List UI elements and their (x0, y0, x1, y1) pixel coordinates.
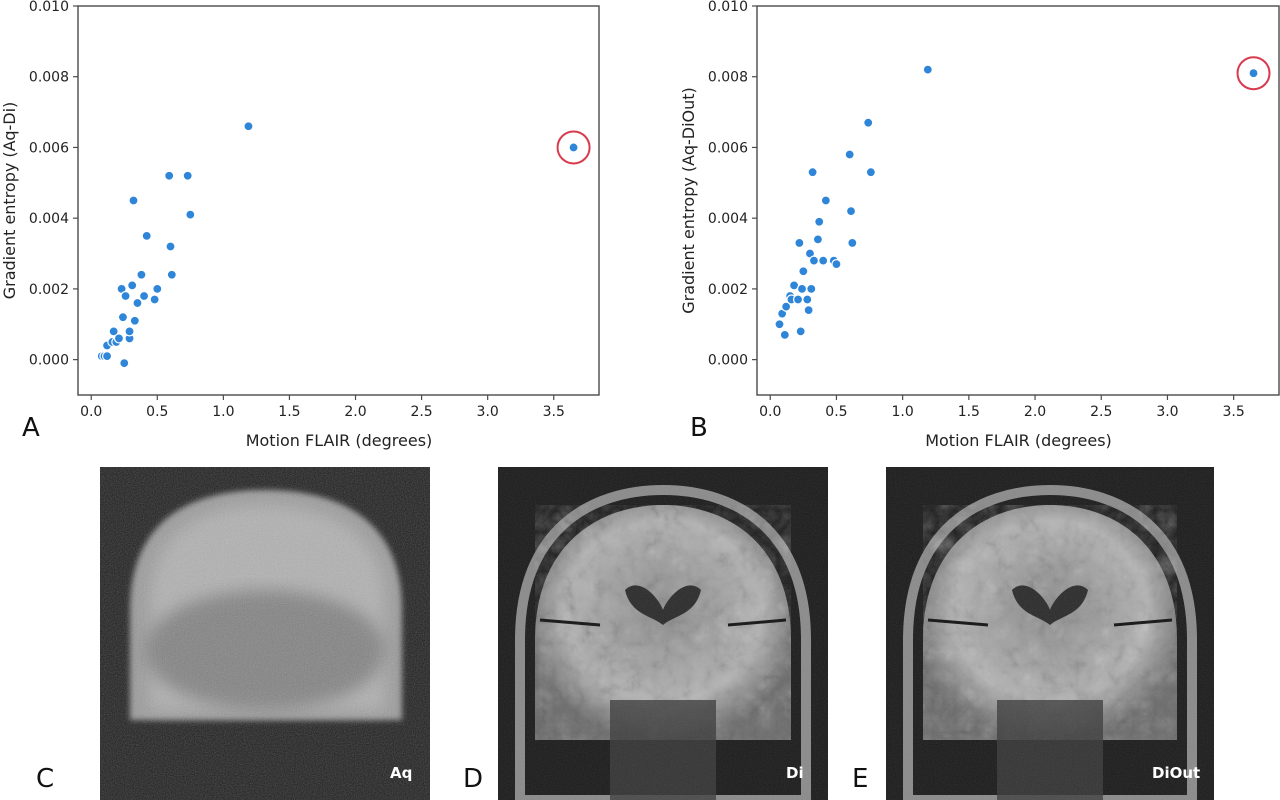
data-point (1248, 68, 1259, 79)
y-tick-label: 0.008 (29, 70, 69, 86)
y-tick-label: 0.008 (708, 70, 748, 86)
data-point (138, 290, 150, 302)
y-tick-label: 0.002 (29, 282, 69, 298)
data-point (128, 195, 139, 206)
data-point (847, 237, 858, 249)
panel-letter-e: E (852, 764, 868, 794)
data-point (127, 280, 138, 291)
x-tick-label: 1.5 (958, 404, 980, 420)
panel-letter-c: C (36, 764, 54, 794)
y-axis-label: Gradient entropy (Aq-Di) (0, 102, 19, 300)
panel-letter-b: B (690, 413, 708, 443)
data-point (129, 315, 140, 326)
x-tick-label: 2.0 (1024, 404, 1046, 420)
data-point (568, 142, 579, 153)
scatter-plot-b: 0.0 0.5 1.0 1.5 2.0 2.5 3.0 3.5 0.000 0.002 0.004 0… (679, 0, 1280, 450)
plot-frame-a (77, 5, 600, 396)
outlier-highlight-ring (1236, 56, 1271, 91)
x-tick-label: 3.5 (1223, 404, 1245, 420)
image-label-diout: DiOut (1152, 764, 1200, 782)
x-axis-label: Motion FLAIR (degrees) (246, 431, 433, 450)
data-point (774, 319, 785, 330)
data-point (781, 301, 792, 312)
data-point (119, 358, 130, 369)
data-point (818, 255, 829, 266)
y-tick-label: 0.006 (29, 140, 69, 156)
data-point (120, 290, 131, 302)
data-point (243, 121, 254, 132)
data-point (922, 64, 933, 75)
data-point (185, 209, 196, 220)
data-point (132, 297, 143, 309)
y-tick-label: 0.000 (708, 353, 748, 369)
x-tick-label: 0.5 (146, 404, 168, 420)
data-point (113, 333, 125, 344)
x-tick-label: 3.5 (543, 404, 565, 420)
data-point (814, 216, 825, 227)
data-point (802, 294, 813, 305)
x-tick-label: 2.5 (410, 404, 432, 420)
data-point (141, 230, 152, 241)
x-tick-label: 1.5 (278, 404, 300, 420)
data-point (795, 326, 806, 337)
image-label-aq: Aq (390, 764, 412, 782)
data-point (820, 195, 831, 206)
data-point (863, 117, 874, 128)
y-axis-label: Gradient entropy (Aq-DiOut) (679, 87, 698, 314)
y-tick-label: 0.004 (29, 211, 69, 227)
mri-image-di: Di (498, 467, 828, 800)
data-point (165, 241, 176, 252)
data-point (794, 237, 805, 249)
y-tick-label: 0.002 (708, 282, 748, 298)
x-tick-label: 2.0 (344, 404, 366, 420)
y-tick-label: 0.000 (29, 353, 69, 369)
panel-letter-a: A (22, 413, 40, 443)
data-point (812, 234, 824, 245)
outlier-highlight-ring (556, 130, 591, 165)
x-tick-label: 0.5 (825, 404, 847, 420)
x-tick-label: 2.5 (1090, 404, 1112, 420)
data-point (792, 294, 804, 305)
data-point (845, 206, 857, 217)
data-point (798, 266, 809, 277)
mri-image-aq: Aq (100, 467, 430, 800)
data-point (152, 283, 163, 295)
data-point (865, 167, 876, 178)
data-point (124, 326, 135, 337)
data-point (182, 170, 193, 181)
scatter-plot-a: 0.0 0.5 1.0 1.5 2.0 2.5 3.0 3.5 0.000 0.002 0.004 0… (0, 0, 600, 450)
data-point (808, 255, 820, 266)
image-label-di: Di (786, 764, 804, 782)
data-point (166, 269, 177, 280)
y-tick-label: 0.006 (708, 140, 748, 156)
mri-image-diout: DiOut (886, 467, 1214, 800)
x-tick-label: 0.0 (759, 404, 781, 420)
x-tick-label: 1.0 (212, 404, 234, 420)
data-point (149, 294, 160, 305)
x-tick-label: 3.0 (477, 404, 499, 420)
data-point (803, 305, 814, 316)
y-tick-label: 0.004 (708, 211, 748, 227)
data-point (796, 283, 808, 295)
data-point (164, 170, 175, 181)
data-point (136, 269, 147, 280)
x-tick-label: 1.0 (892, 404, 914, 420)
data-point (101, 351, 113, 362)
plot-frame-b (756, 5, 1280, 396)
data-point (108, 326, 119, 337)
panel-letter-d: D (463, 764, 483, 794)
data-point (844, 149, 855, 160)
y-tick-label: 0.010 (708, 0, 748, 15)
y-tick-label: 0.010 (29, 0, 69, 15)
data-point (806, 283, 817, 295)
data-point (117, 312, 129, 323)
x-tick-label: 0.0 (80, 404, 102, 420)
data-point (779, 329, 790, 340)
data-point (807, 167, 818, 178)
data-point (831, 259, 842, 270)
x-tick-label: 3.0 (1156, 404, 1178, 420)
x-axis-label: Motion FLAIR (degrees) (925, 431, 1112, 450)
